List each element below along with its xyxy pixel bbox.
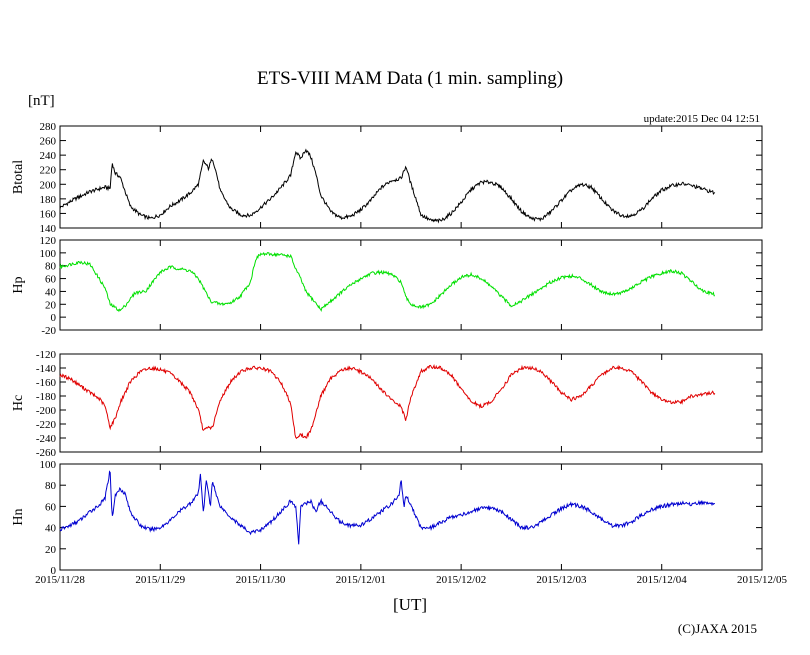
y-tick-label: 100 [40,459,57,471]
y-tick-label: 120 [40,235,57,247]
y-tick-label: -200 [36,405,57,417]
y-tick-label: 60 [45,274,57,286]
y-tick-label: 80 [45,261,57,273]
x-tick-label: 2015/11/30 [236,574,286,586]
y-tick-label: -20 [41,325,56,337]
y-tick-label: 20 [45,544,57,556]
panel-btotal: 140 160 180 200 220 240 260 280 Btotal [11,121,763,235]
y-tick-label: -180 [36,391,57,403]
y-axis-label-hc: Hc [11,395,26,411]
panel-frame [59,125,763,229]
y-tick-label: 220 [40,165,57,177]
y-tick-label: 180 [40,194,57,206]
series-line-hn [59,470,715,545]
x-tick-label: 2015/12/04 [637,574,688,586]
x-tick-label: 2015/12/03 [536,574,587,586]
x-tick-label: 2015/12/01 [336,574,386,586]
x-tick-label: 2015/12/02 [436,574,486,586]
y-tick-label: 0 [51,312,57,324]
y-tick-label: 240 [40,150,57,162]
y-axis-label-hp: Hp [11,276,26,293]
y-tick-label: -120 [36,349,57,361]
panel-frame [59,353,763,453]
unit-label: [nT] [28,93,55,109]
x-tick-label: 2015/11/28 [35,574,85,586]
x-axis: 2015/11/28 2015/11/29 2015/11/30 2015/12/01… [35,574,787,586]
panel-frame [59,463,763,571]
y-tick-label: 40 [45,523,57,535]
x-tick-label: 2015/12/05 [737,574,788,586]
x-axis-label: [UT] [393,595,427,614]
copyright-notice: (C)JAXA 2015 [678,621,757,636]
panel-hc: -260 -240 -220 -200 -180 -160 -140 -120 Hc [11,349,763,459]
y-axis-label-btotal: Btotal [11,160,26,194]
chart-title: ETS-VIII MAM Data (1 min. sampling) [257,68,563,89]
update-timestamp: update:2015 Dec 04 12:51 [644,113,760,125]
y-tick-label: 140 [40,223,57,235]
y-tick-label: 20 [45,299,57,311]
y-tick-label: 100 [40,248,57,260]
y-tick-label: 260 [40,136,57,148]
y-tick-label: -140 [36,363,57,375]
y-tick-label: 280 [40,121,57,133]
y-tick-label: -260 [36,447,57,459]
y-tick-label: -220 [36,419,57,431]
panel-frame [59,239,763,331]
panels-group: 140160180200220240260280Btotal-200204060… [11,121,763,577]
y-tick-label: 200 [40,179,57,191]
series-line-hc [59,364,716,440]
y-tick-label: -240 [36,433,57,445]
y-tick-label: -160 [36,377,57,389]
panel-hn: 0 20 40 60 80 100 Hn [11,459,763,577]
y-tick-label: 60 [45,501,57,513]
y-tick-label: 40 [45,286,57,298]
x-tick-label: 2015/11/29 [135,574,185,586]
series-line-hp [59,251,715,313]
y-tick-label: 160 [40,208,57,220]
y-tick-label: 80 [45,480,57,492]
y-axis-label-hn: Hn [11,508,26,525]
series-line-btotal [59,148,716,224]
y-tick-label: 0 [51,565,57,577]
